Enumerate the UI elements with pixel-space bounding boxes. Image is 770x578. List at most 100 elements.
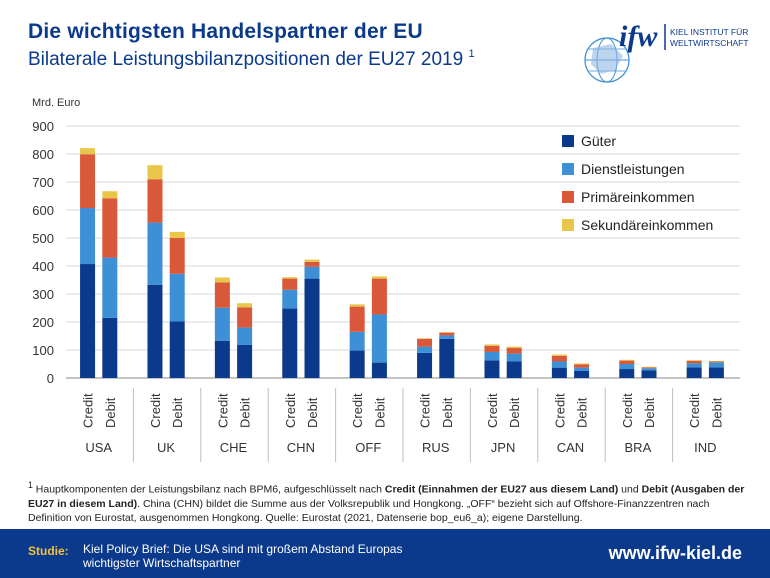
ifw-logo: ifw KIEL INSTITUT FÜR WELTWIRTSCHAFT xyxy=(584,20,749,83)
bar-type-label: Debit xyxy=(507,397,522,428)
bar-can-debit-segment xyxy=(574,367,590,371)
bar-off-debit-segment xyxy=(371,362,387,378)
bar-ind-debit-segment xyxy=(708,360,724,362)
y-axis-ticks: 0 100 200 300 400 500 600 700 800 900 xyxy=(32,119,54,386)
bar-usa-debit-segment xyxy=(102,198,118,258)
bar-ind-credit-segment xyxy=(686,360,702,361)
bar-jpn-debit-segment xyxy=(506,361,522,378)
bar-off-debit-segment xyxy=(371,314,387,363)
logo-line-2: WELTWIRTSCHAFT xyxy=(670,38,749,48)
legend-label: Primäreinkommen xyxy=(581,189,695,205)
bar-chn-debit-segment xyxy=(304,261,320,267)
bar-type-label: Debit xyxy=(170,397,185,428)
y-tick-label: 600 xyxy=(32,203,54,218)
legend-swatch xyxy=(562,163,574,175)
group-label: CHE xyxy=(220,440,248,455)
bar-rus-credit-segment xyxy=(417,338,433,339)
footnote: 1 Hauptkomponenten der Leistungsbilanz n… xyxy=(28,478,748,525)
group-label: OFF xyxy=(355,440,381,455)
bar-ind-debit-segment xyxy=(708,362,724,368)
y-tick-label: 200 xyxy=(32,315,54,330)
bar-uk-debit-segment xyxy=(169,321,185,378)
bar-usa-debit-segment xyxy=(102,191,118,199)
bar-bra-credit-segment xyxy=(619,364,635,370)
bar-rus-credit-segment xyxy=(417,346,433,353)
globe-icon xyxy=(584,37,630,83)
bar-bra-debit-segment xyxy=(641,370,657,378)
bar-can-credit-segment xyxy=(551,355,567,362)
legend-label: Sekundäreinkommen xyxy=(581,217,713,233)
bar-off-credit-segment xyxy=(349,306,365,332)
bar-usa-debit-segment xyxy=(102,257,118,318)
stacked-bar-chart: Mrd. Euro 0 100 200 300 400 500 600 700 800 900 C… xyxy=(32,97,740,462)
bar-chn-debit-segment xyxy=(304,259,320,262)
bar-che-credit-segment xyxy=(214,277,230,283)
footer-url-link[interactable]: www.ifw-kiel.de xyxy=(608,543,742,563)
bar-jpn-debit-segment xyxy=(506,348,522,354)
bar-type-label: Debit xyxy=(642,397,657,428)
bar-jpn-debit-segment xyxy=(506,346,522,349)
group-label: CAN xyxy=(557,440,584,455)
bar-che-debit-segment xyxy=(237,307,253,328)
bar-uk-credit-segment xyxy=(147,284,163,378)
footnote-marker: 1 xyxy=(28,480,33,490)
bar-type-label: Credit xyxy=(350,393,365,428)
bar-type-label: Credit xyxy=(485,393,500,428)
bar-type-label: Credit xyxy=(283,393,298,428)
bar-type-label: Debit xyxy=(709,397,724,428)
y-tick-label: 900 xyxy=(32,119,54,134)
bar-type-label: Debit xyxy=(575,397,590,428)
footnote-debit-def: Debit (Ausgaben der EU27 in diesem Land) xyxy=(28,483,745,510)
legend-swatch xyxy=(562,191,574,203)
bar-uk-credit-segment xyxy=(147,222,163,285)
footer-study-title: Kiel Policy Brief: Die USA sind mit groß… xyxy=(83,542,403,570)
footer-study-label: Studie: xyxy=(28,544,69,558)
group-label: IND xyxy=(694,440,716,455)
y-unit-label: Mrd. Euro xyxy=(32,97,80,109)
bar-jpn-credit-segment xyxy=(484,351,500,361)
footnote-text-2: und xyxy=(618,483,642,496)
bar-rus-credit-segment xyxy=(417,352,433,378)
bar-off-credit-segment xyxy=(349,350,365,378)
bar-can-debit-segment xyxy=(574,364,590,368)
bars xyxy=(80,148,724,378)
bar-uk-debit-segment xyxy=(169,238,185,274)
bar-jpn-credit-segment xyxy=(484,344,500,346)
bar-uk-debit-segment xyxy=(169,231,185,238)
bar-rus-debit-segment xyxy=(439,332,455,336)
bar-bra-credit-segment xyxy=(619,359,635,361)
legend-swatch xyxy=(562,219,574,231)
bar-bra-debit-segment xyxy=(641,366,657,368)
y-tick-label: 100 xyxy=(32,343,54,358)
bar-rus-debit-segment xyxy=(439,335,455,339)
bar-off-debit-segment xyxy=(371,276,387,279)
footnote-text-3: . China (CHN) bildet die Summe aus der V… xyxy=(28,497,710,524)
bar-che-credit-segment xyxy=(214,282,230,308)
bar-che-debit-segment xyxy=(237,344,253,378)
bar-che-debit-segment xyxy=(237,327,253,345)
bar-type-label: Credit xyxy=(148,393,163,428)
y-tick-label: 700 xyxy=(32,175,54,190)
chart-title: Die wichtigsten Handelspartner der EU xyxy=(28,20,423,43)
bar-type-label: Credit xyxy=(418,393,433,428)
bar-ind-credit-segment xyxy=(686,360,702,364)
legend-label: Dienstleistungen xyxy=(581,161,685,177)
bar-can-credit-segment xyxy=(551,367,567,378)
bar-type-label: Credit xyxy=(215,393,230,428)
bar-che-credit-segment xyxy=(214,307,230,341)
bar-can-debit-segment xyxy=(574,371,590,378)
logo-mark: ifw xyxy=(619,20,658,53)
bar-off-credit-segment xyxy=(349,304,365,307)
group-label: CHN xyxy=(287,440,315,455)
bar-type-label: Credit xyxy=(552,393,567,428)
bar-usa-credit-segment xyxy=(80,154,96,209)
bar-type-label: Credit xyxy=(687,393,702,428)
bar-ind-credit-segment xyxy=(686,363,702,368)
bar-ind-debit-segment xyxy=(708,361,724,363)
bar-can-credit-segment xyxy=(551,361,567,368)
bar-ind-debit-segment xyxy=(708,367,724,378)
bar-rus-credit-segment xyxy=(417,338,433,347)
bar-chn-credit-segment xyxy=(282,277,298,279)
bar-usa-credit-segment xyxy=(80,148,96,155)
bar-uk-credit-segment xyxy=(147,179,163,223)
